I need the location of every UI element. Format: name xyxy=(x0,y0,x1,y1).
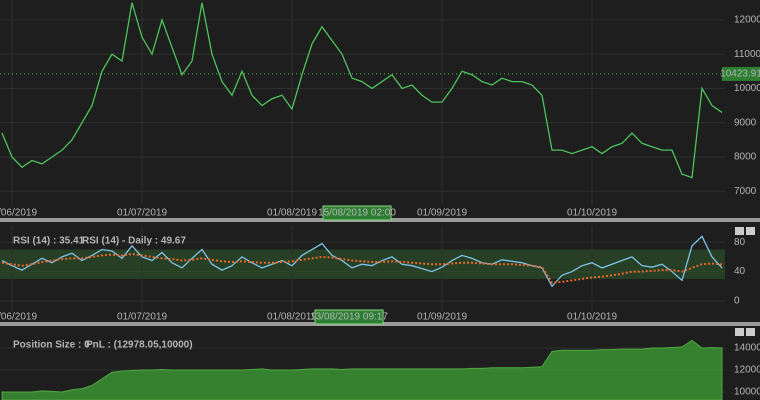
legend-entry: RSI (14) : 35.41 xyxy=(13,236,85,247)
x-tick-label: 01/09/2019 xyxy=(417,208,467,219)
y-tick-label: 8000 xyxy=(734,152,757,163)
crosshair-label: 13/08/2019 09:17 xyxy=(310,312,388,323)
panel-button[interactable] xyxy=(735,227,744,235)
x-tick-label: 01/06/2019 xyxy=(0,208,37,219)
y-tick-label: 14000 xyxy=(734,343,760,354)
crosshair-label: 15/08/2019 02:00 xyxy=(318,208,396,219)
y-tick-label: 9000 xyxy=(734,117,757,128)
panel-button[interactable] xyxy=(746,227,755,235)
position-label: Position Size : 0 xyxy=(13,340,90,351)
x-tick-label: 01/06/2019 xyxy=(0,312,37,323)
legend-entry: PnL : (12978.05,10000) xyxy=(86,340,193,351)
legend-entry: RSI (14) - Daily : 49.67 xyxy=(82,236,186,247)
x-tick-label: 01/10/2019 xyxy=(567,312,617,323)
panel-button[interactable] xyxy=(735,328,744,336)
series-line xyxy=(1,2,723,179)
y-tick-label: 80 xyxy=(734,237,746,248)
crosshair-box xyxy=(322,205,392,221)
pnl-area xyxy=(1,339,723,400)
y-tick-label: 12000 xyxy=(734,15,760,26)
panel-button[interactable] xyxy=(746,328,755,336)
x-tick-label: 01/08/2019 xyxy=(267,312,317,323)
last-price-label: 10423.91 xyxy=(720,69,760,80)
y-tick-label: 10000 xyxy=(734,83,760,94)
x-tick-label: 01/09/2019 xyxy=(417,312,467,323)
crosshair-box xyxy=(314,309,384,325)
series-line xyxy=(1,252,723,284)
x-tick-label: 01/08/2019 xyxy=(267,208,317,219)
series-line xyxy=(1,235,723,288)
x-tick-label: 01/07/2019 xyxy=(117,208,167,219)
last-price-box xyxy=(722,66,760,81)
y-tick-label: 10000 xyxy=(734,387,760,398)
y-tick-label: 11000 xyxy=(734,49,760,60)
y-tick-label: 0 xyxy=(734,296,740,307)
y-tick-label: 12000 xyxy=(734,365,760,376)
x-tick-label: 01/07/2019 xyxy=(117,312,167,323)
y-tick-label: 7000 xyxy=(734,186,757,197)
x-tick-label: 01/10/2019 xyxy=(567,208,617,219)
y-tick-label: 40 xyxy=(734,266,746,277)
